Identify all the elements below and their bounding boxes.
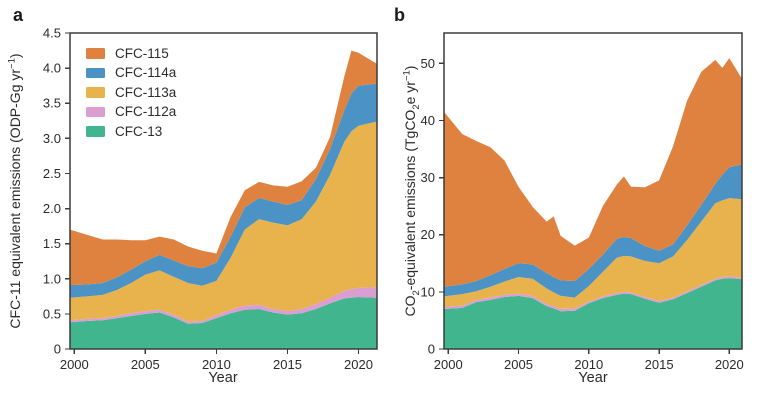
plot-frame	[443, 32, 743, 350]
legend-item-cfc-112a: CFC-112a	[86, 102, 176, 121]
legend: CFC-115 CFC-114a CFC-113a CFC-112a CFC-13	[86, 44, 176, 141]
x-tick-label: 2000	[434, 357, 463, 372]
y-tick-label: 50	[421, 56, 435, 71]
legend-label: CFC-13	[115, 123, 163, 139]
y-tick-label: 30	[421, 170, 435, 185]
panel-b-plot-area: 2000 2005 2010 2015 2020 0 10 20 30 40 50	[421, 32, 744, 372]
legend-swatch-cfc-13	[86, 126, 105, 137]
y-axis-label-text: CO	[402, 295, 418, 317]
x-tick-label: 2010	[202, 357, 231, 372]
x-tick-label: 2020	[344, 357, 373, 372]
x-tick-label: 2020	[715, 357, 744, 372]
area-cfc-13	[444, 278, 742, 349]
panel-a-y-axis-label: CFC-11 equivalent emissions (ODP-Gg yr−1…	[6, 53, 23, 329]
legend-item-cfc-114a: CFC-114a	[86, 63, 176, 82]
y-axis-label-text: )	[7, 53, 23, 59]
y-tick-label: 0	[428, 342, 435, 357]
x-tick-label: 2010	[574, 357, 603, 372]
x-tick-label: 2000	[60, 357, 89, 372]
y-tick-label: 1.0	[43, 271, 61, 286]
y-tick-label: 4.0	[43, 61, 61, 76]
legend-swatch-cfc-112a	[86, 106, 105, 118]
legend-swatch-cfc-114a	[86, 67, 105, 79]
panel-a-plot-area: 2000 2005 2010 2015 2020 0 0.5 1.0 1.5 2.0 2.5 3.0 3…	[43, 26, 378, 372]
y-axis-label-text: CFC-11 equivalent emissions (ODP-Gg yr	[7, 68, 23, 329]
y-axis-label-text: -equivalent emissions (TgCO	[402, 109, 418, 291]
panel-a-letter: a	[13, 5, 24, 25]
y-tick-label: 4.5	[43, 26, 61, 41]
area-cfc-13	[70, 297, 377, 349]
legend-label: CFC-115	[115, 45, 169, 61]
y-tick-label: 1.5	[43, 236, 61, 251]
y-tick-label: 20	[421, 227, 435, 242]
legend-item-cfc-115: CFC-115	[86, 44, 176, 63]
y-axis-label-text: −1	[6, 58, 18, 69]
area-cfc-113a	[70, 121, 377, 322]
panel-b-letter: b	[394, 5, 405, 25]
x-tick-label: 2015	[273, 357, 302, 372]
area-cfc-112a	[444, 276, 742, 312]
area-cfc-113a	[444, 198, 742, 309]
panel-b-y-axis-label: CO2-equivalent emissions (TgCO2e yr−1)	[401, 65, 421, 317]
panel-a-x-axis-label: Year	[208, 370, 238, 386]
y-tick-label: 2.0	[43, 201, 61, 216]
legend-item-cfc-113a: CFC-113a	[86, 83, 176, 102]
area-cfc-114a	[444, 164, 742, 298]
y-axis-label-text: e yr	[402, 81, 418, 105]
y-tick-label: 3.5	[43, 96, 61, 111]
legend-swatch-cfc-115	[86, 48, 105, 59]
x-tick-label: 2005	[131, 357, 160, 372]
y-tick-label: 10	[421, 284, 435, 299]
area-cfc-115	[70, 50, 377, 286]
y-axis-label-text: )	[402, 65, 418, 71]
y-tick-label: 2.5	[43, 166, 61, 181]
legend-label: CFC-114a	[115, 65, 177, 81]
y-axis-label-text: −1	[401, 70, 413, 82]
panel-b-x-axis-label: Year	[578, 370, 608, 386]
y-axis-label-text: 2	[410, 104, 422, 110]
area-cfc-112a	[70, 287, 377, 324]
legend-label: CFC-112a	[115, 104, 177, 120]
legend-swatch-cfc-113a	[86, 87, 105, 98]
x-tick-label: 2015	[645, 357, 674, 372]
area-cfc-114a	[70, 83, 377, 298]
x-tick-label: 2005	[504, 357, 533, 372]
y-tick-label: 0.5	[43, 306, 61, 321]
legend-label: CFC-113a	[115, 84, 177, 100]
y-tick-label: 40	[421, 113, 435, 128]
y-tick-label: 3.0	[43, 131, 61, 146]
legend-item-cfc-13: CFC-13	[86, 122, 176, 141]
y-tick-label: 0	[54, 342, 61, 357]
plot-frame	[69, 32, 378, 350]
area-cfc-115	[444, 58, 742, 287]
